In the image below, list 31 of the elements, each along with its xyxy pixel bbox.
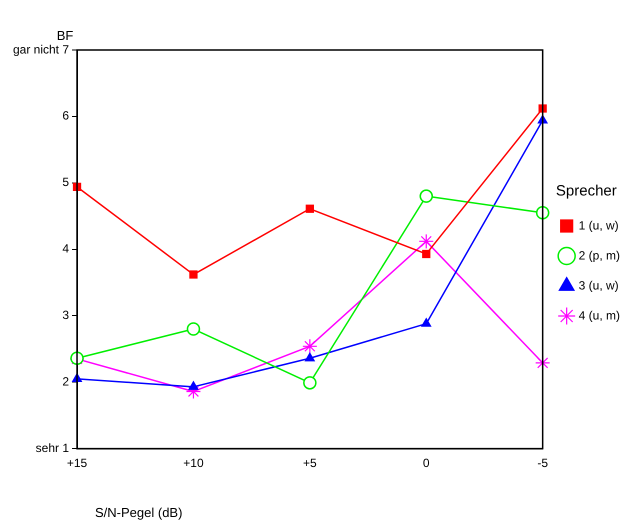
y-tick-label: 4 (62, 242, 70, 256)
y-tick-label: 5 (62, 175, 70, 190)
y-tick-label: sehr 1 (36, 440, 70, 455)
legend-label: 3 (u, w) (578, 278, 619, 292)
x-tick-label: 0 (422, 456, 430, 470)
legend-label: 1 (u, w) (578, 218, 619, 232)
y-tick-label: 2 (62, 374, 70, 388)
y-tick-label: gar nicht 7 (12, 42, 70, 56)
point (418, 234, 434, 249)
y-tick-label: 6 (62, 108, 70, 123)
point (420, 189, 434, 203)
point (186, 322, 200, 336)
point (188, 381, 198, 390)
y-axis-title: BF (56, 28, 74, 43)
x-tick-label: +15 (66, 456, 88, 470)
point (421, 318, 432, 327)
point (422, 250, 430, 258)
x-tick-label: -5 (537, 456, 548, 470)
point (535, 355, 550, 370)
y-tick-label: 3 (62, 308, 70, 322)
legend-label: 4 (u, m) (578, 308, 620, 322)
point (189, 270, 198, 279)
legend-label: 2 (p, m) (578, 248, 620, 262)
point (302, 338, 318, 354)
point (304, 352, 315, 362)
x-tick-label: +10 (183, 456, 204, 470)
x-axis-title: S/N-Pegel (dB) (95, 505, 182, 520)
point (306, 204, 314, 213)
x-tick-label: +5 (303, 456, 318, 470)
point (303, 376, 317, 390)
legend-title: Sprecher (556, 182, 617, 200)
